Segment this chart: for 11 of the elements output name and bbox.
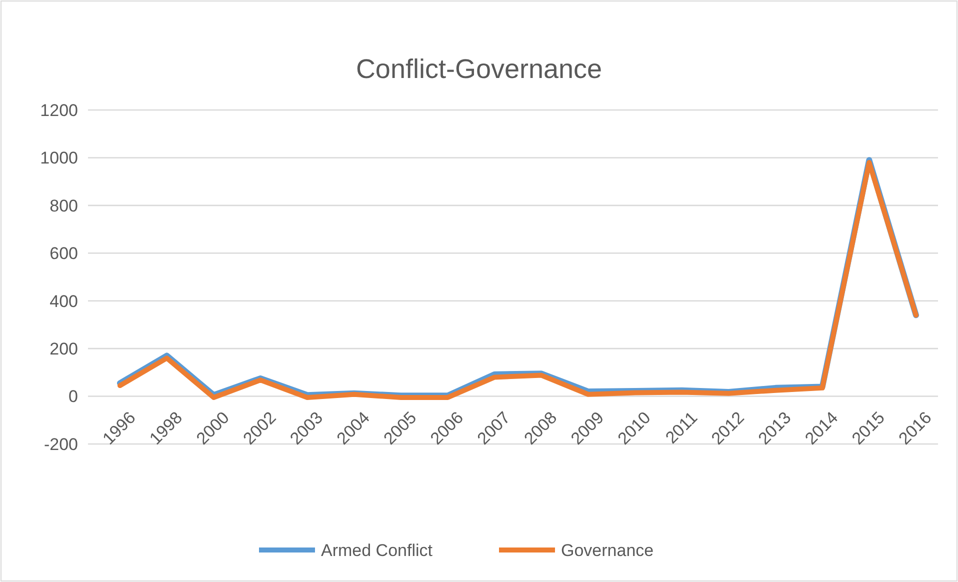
y-tick-label: 800 [50,196,78,216]
legend-label: Governance [561,540,654,560]
legend-label: Armed Conflict [321,540,433,560]
y-tick-label: 0 [68,387,78,406]
y-tick-label: 1000 [40,148,78,168]
y-tick-label: 1200 [40,100,78,120]
chart-title: Conflict-Governance [356,54,602,84]
y-tick-label: 200 [50,340,78,359]
y-tick-label: 600 [50,244,78,264]
y-tick-label: -200 [44,434,78,454]
y-tick-label: 400 [50,292,78,311]
